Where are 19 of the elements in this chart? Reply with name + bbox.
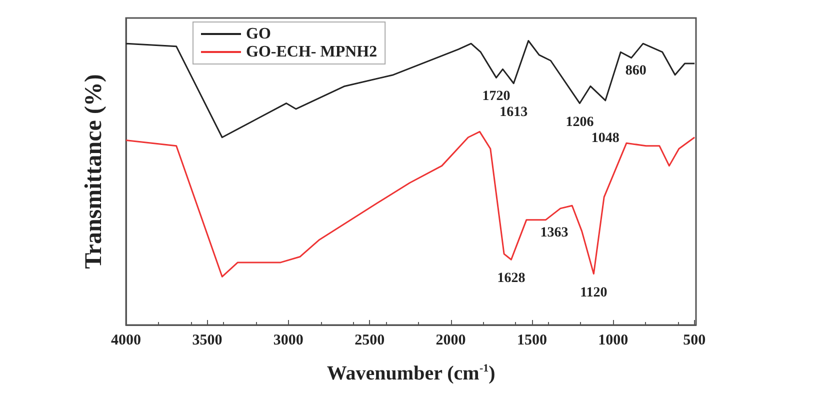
x-tick-label: 4000 xyxy=(111,332,141,348)
x-tick-label: 2500 xyxy=(354,332,385,348)
legend-label: GO-ECH- MPNH2 xyxy=(246,44,378,60)
legend-label: GO xyxy=(246,26,271,42)
x-tick-label: 3000 xyxy=(273,332,304,348)
x-tick-label: 500 xyxy=(683,332,706,348)
x-tick-label: 1000 xyxy=(598,332,628,348)
x-tick-label: 1500 xyxy=(516,332,547,348)
x-tick-label: 2000 xyxy=(436,332,466,348)
annotation: 1206 xyxy=(566,114,594,130)
annotation: 1363 xyxy=(540,226,568,241)
annotation: 860 xyxy=(625,64,646,79)
y-axis-title: Transmittance (%) xyxy=(81,74,107,269)
annotation: 1720 xyxy=(482,89,510,104)
annotation: 1120 xyxy=(580,285,608,300)
annotation: 1628 xyxy=(497,271,526,286)
x-tick-label: 3500 xyxy=(192,332,222,348)
annotation: 1048 xyxy=(591,130,620,146)
annotation: 1613 xyxy=(500,105,528,120)
